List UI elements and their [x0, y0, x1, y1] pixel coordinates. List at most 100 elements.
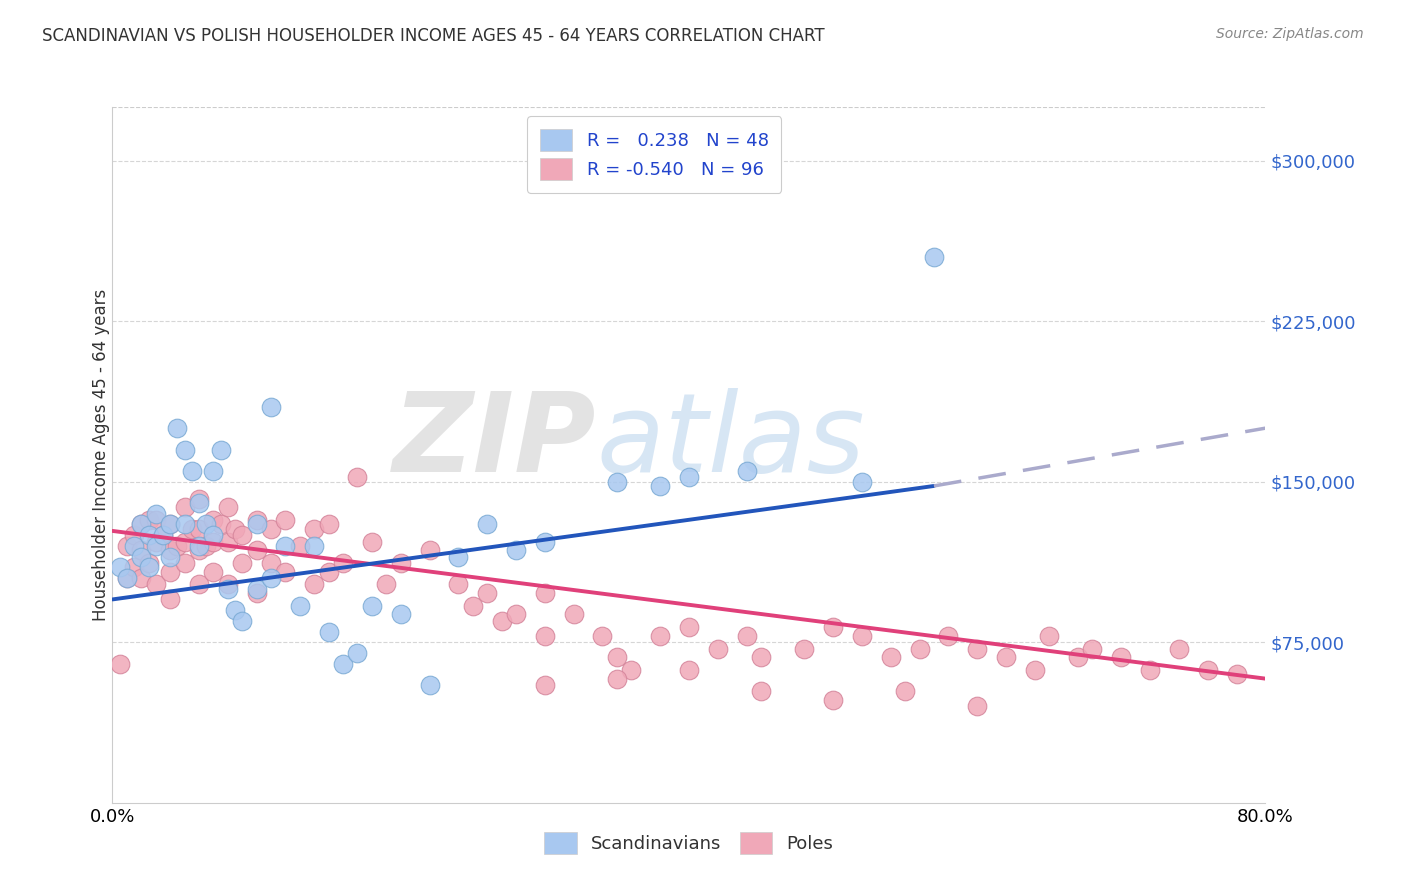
Point [318, 517, 340, 532]
Point [274, 513, 297, 527]
Point [304, 577, 326, 591]
Point [145, 513, 167, 527]
Point [389, 556, 412, 570]
Point [620, 663, 643, 677]
Point [922, 250, 945, 264]
Point [533, 629, 555, 643]
Point [138, 528, 160, 542]
Point [108, 657, 131, 671]
Point [735, 629, 758, 643]
Point [475, 586, 498, 600]
Point [173, 442, 195, 457]
Point [145, 539, 167, 553]
Point [145, 577, 167, 591]
Point [159, 549, 181, 564]
Point [288, 539, 311, 553]
Point [936, 629, 959, 643]
Point [166, 539, 188, 553]
Point [202, 513, 225, 527]
Y-axis label: Householder Income Ages 45 - 64 years: Householder Income Ages 45 - 64 years [93, 289, 110, 621]
Point [173, 534, 195, 549]
Point [461, 599, 484, 613]
Point [966, 641, 988, 656]
Point [260, 556, 283, 570]
Point [749, 684, 772, 698]
Point [122, 539, 145, 553]
Point [188, 491, 211, 506]
Point [159, 543, 181, 558]
Point [678, 470, 700, 484]
Point [821, 693, 844, 707]
Point [166, 421, 188, 435]
Point [138, 513, 160, 527]
Point [274, 539, 297, 553]
Point [159, 592, 181, 607]
Point [533, 534, 555, 549]
Point [346, 470, 368, 484]
Point [1167, 641, 1189, 656]
Point [173, 517, 195, 532]
Legend: Scandinavians, Poles: Scandinavians, Poles [536, 823, 842, 863]
Point [202, 464, 225, 478]
Point [592, 629, 614, 643]
Point [318, 565, 340, 579]
Point [793, 641, 815, 656]
Text: SCANDINAVIAN VS POLISH HOUSEHOLDER INCOME AGES 45 - 64 YEARS CORRELATION CHART: SCANDINAVIAN VS POLISH HOUSEHOLDER INCOM… [42, 27, 825, 45]
Point [145, 507, 167, 521]
Point [908, 641, 931, 656]
Point [159, 565, 181, 579]
Point [648, 629, 672, 643]
Point [505, 543, 527, 558]
Point [318, 624, 340, 639]
Point [202, 534, 225, 549]
Point [224, 603, 246, 617]
Point [419, 678, 441, 692]
Point [332, 657, 354, 671]
Point [260, 571, 283, 585]
Point [245, 582, 267, 596]
Point [188, 577, 211, 591]
Point [648, 479, 672, 493]
Point [419, 543, 441, 558]
Point [304, 522, 326, 536]
Point [231, 528, 253, 542]
Point [217, 534, 239, 549]
Point [217, 582, 239, 596]
Point [122, 560, 145, 574]
Point [129, 543, 153, 558]
Point [389, 607, 412, 622]
Point [245, 513, 267, 527]
Point [966, 699, 988, 714]
Point [180, 464, 202, 478]
Point [145, 534, 167, 549]
Point [138, 556, 160, 570]
Point [606, 672, 628, 686]
Point [447, 549, 470, 564]
Point [678, 663, 700, 677]
Point [159, 517, 181, 532]
Point [115, 571, 138, 585]
Point [115, 571, 138, 585]
Point [851, 629, 873, 643]
Point [360, 534, 382, 549]
Point [202, 528, 225, 542]
Point [188, 522, 211, 536]
Point [202, 565, 225, 579]
Point [195, 539, 218, 553]
Point [880, 650, 903, 665]
Point [346, 646, 368, 660]
Point [274, 565, 297, 579]
Point [851, 475, 873, 489]
Point [533, 678, 555, 692]
Point [129, 517, 153, 532]
Point [224, 522, 246, 536]
Point [245, 543, 267, 558]
Point [209, 442, 232, 457]
Point [180, 522, 202, 536]
Point [1139, 663, 1161, 677]
Point [995, 650, 1018, 665]
Point [332, 556, 354, 570]
Point [505, 607, 527, 622]
Point [159, 517, 181, 532]
Point [245, 586, 267, 600]
